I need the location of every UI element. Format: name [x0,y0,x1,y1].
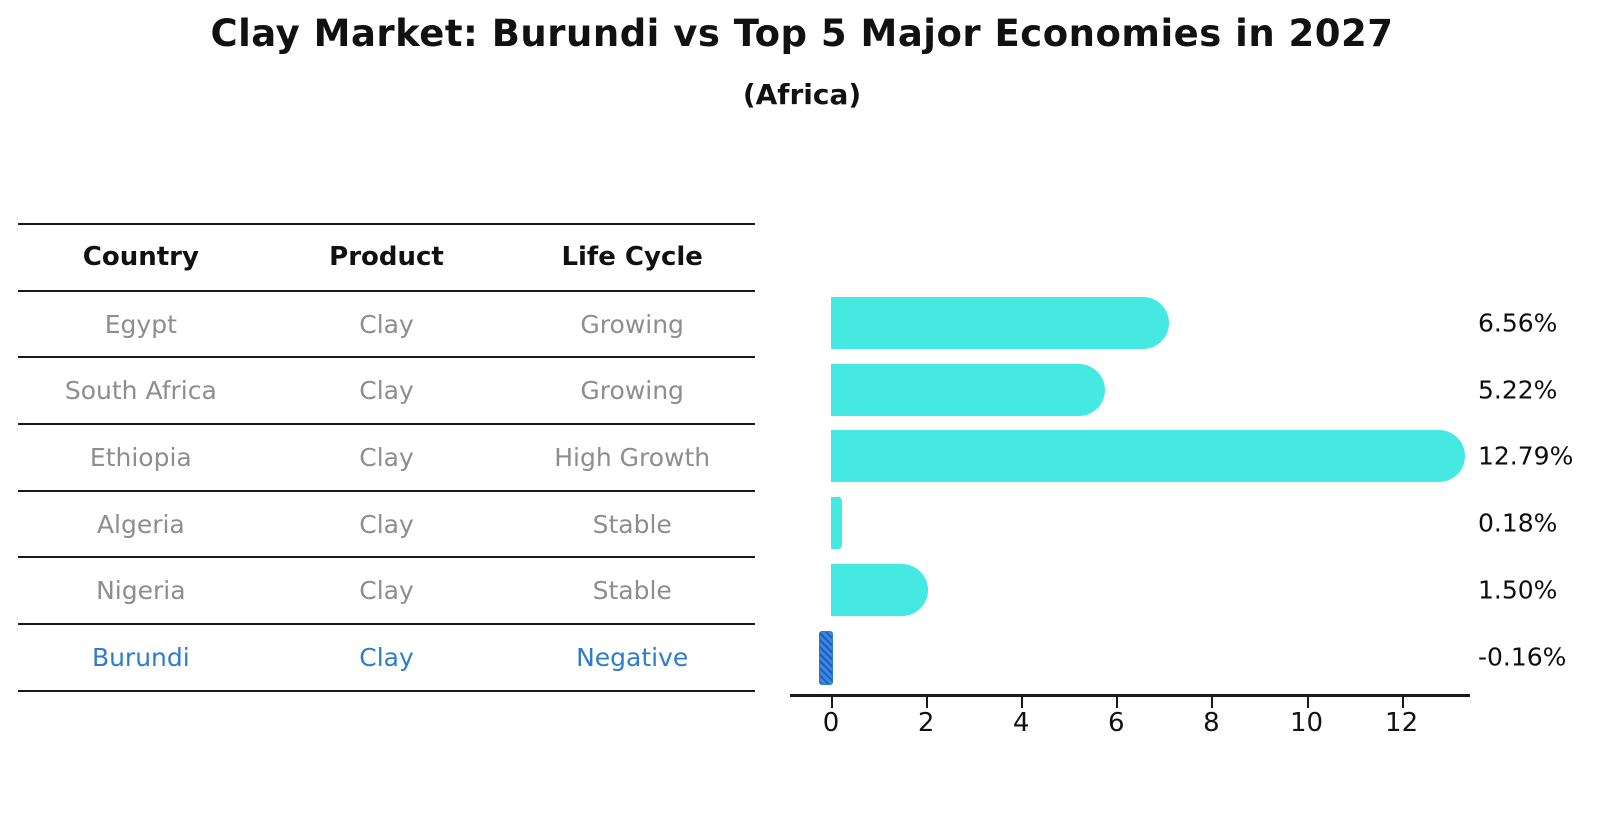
bar-value-label: -0.16% [1478,642,1567,672]
table-cell: Egypt [104,309,177,339]
table-row: Nigeria Clay Stable [18,558,755,626]
table-row: Burundi Clay Negative [18,625,755,692]
table-cell: Clay [359,509,414,539]
table-row: Ethiopia Clay High Growth [18,425,755,492]
table-cell: Algeria [96,509,185,539]
table-cell: Clay [359,576,414,606]
x-tick-label: 12 [1385,708,1419,738]
x-tick-mark [1116,697,1119,708]
table-row: Egypt Clay Growing [18,292,755,359]
table-cell: Clay [359,642,414,672]
x-tick-label: 10 [1289,708,1324,738]
table-cell: Country [82,242,199,273]
table-cell: High Growth [554,442,711,472]
table-cell: Life Cycle [561,242,703,273]
table-cell: Burundi [91,642,190,672]
table-cell: Stable [592,576,672,606]
table-cell: Nigeria [96,576,186,606]
x-tick-label: 2 [917,708,935,738]
bar-ethiopia [831,430,1466,483]
x-axis-line [790,694,1470,697]
table-cell: Negative [576,642,689,672]
chart-title: Clay Market: Burundi vs Top 5 Major Econ… [210,12,1394,55]
bar-south-africa [831,363,1106,416]
table-cell: Clay [359,309,414,339]
x-tick-label: 8 [1203,708,1220,738]
table-cell: South Africa [64,376,217,406]
chart-subtitle: (Africa) [742,78,862,111]
table-cell: Stable [592,509,672,539]
bar-nigeria [831,563,929,616]
table-cell: Growing [580,376,684,406]
table-cell: Clay [359,442,414,472]
bar-egypt [831,297,1169,350]
table-row: South Africa Clay Growing [18,358,755,426]
bar-value-label: 6.56% [1478,308,1558,338]
bar-algeria [831,497,842,550]
bar-value-label: 0.18% [1478,508,1558,538]
x-tick-mark [1306,697,1309,708]
x-tick-mark [1211,697,1214,708]
table-cell: Clay [359,376,414,406]
table-cell: Ethiopia [89,442,192,472]
x-tick-label: 4 [1012,708,1030,738]
x-tick-label: 6 [1108,708,1125,738]
x-tick-label: 0 [822,708,840,738]
bar-value-label: 5.22% [1478,375,1558,405]
table-cell: Growing [580,309,684,339]
x-tick-mark [1401,697,1404,708]
bar-burundi [819,630,833,685]
table-cell: Product [329,242,444,273]
table-header-row: Country Product Life Cycle [18,225,755,292]
x-tick-mark [831,697,833,708]
bar-value-label: 1.50% [1478,575,1558,605]
x-tick-mark [1021,697,1024,708]
bar-value-label: 12.79% [1478,441,1574,471]
comparison-table: Country Product Life Cycle Egypt Clay Growing… [18,223,755,692]
x-tick-mark [926,697,929,708]
table-row: Algeria Clay Stable [18,492,755,559]
